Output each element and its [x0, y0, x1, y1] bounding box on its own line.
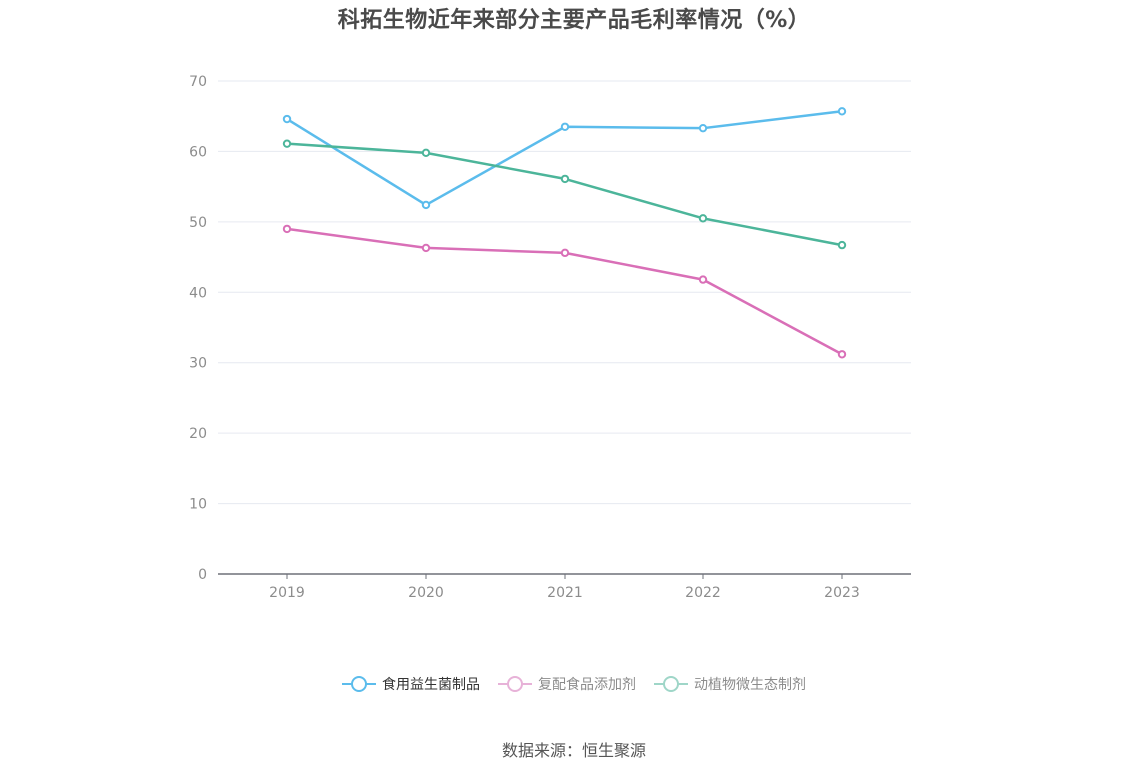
- x-tick-label: 2020: [408, 585, 444, 601]
- legend-circle-icon: [342, 676, 376, 692]
- axes: 0 10 20 30 40 50 60 70 2019 2020 2021 2022 2023: [189, 74, 911, 601]
- legend-label: 复配食品添加剂: [538, 677, 636, 693]
- legend-item-2[interactable]: 动植物微生态制剂: [654, 672, 806, 696]
- data-point[interactable]: [282, 114, 292, 124]
- data-point[interactable]: [698, 123, 708, 133]
- legend: 食用益生菌制品 复配食品添加剂 动植物微生态制剂: [0, 672, 1148, 696]
- series-lines: [282, 107, 847, 359]
- x-tick-label: 2023: [824, 585, 860, 601]
- data-point[interactable]: [698, 214, 708, 223]
- data-point[interactable]: [560, 122, 570, 131]
- y-tick-label: 70: [189, 74, 207, 90]
- legend-item-1[interactable]: 复配食品添加剂: [498, 672, 636, 696]
- series-line: [286, 142, 843, 247]
- chart-title: 科拓生物近年来部分主要产品毛利率情况（%）: [337, 8, 811, 33]
- series-line: [286, 227, 843, 356]
- y-tick-label: 20: [189, 426, 207, 442]
- legend-label: 动植物微生态制剂: [694, 677, 806, 693]
- grid-lines: [218, 80, 911, 505]
- data-point[interactable]: [421, 200, 431, 210]
- data-point[interactable]: [421, 148, 431, 158]
- data-point[interactable]: [560, 248, 570, 258]
- series-0: [282, 107, 847, 210]
- series-2: [282, 139, 847, 250]
- y-tick-label: 50: [189, 215, 207, 231]
- x-tick-label: 2021: [547, 585, 583, 601]
- data-point[interactable]: [282, 139, 292, 148]
- y-tick-label: 60: [189, 144, 207, 160]
- data-point[interactable]: [282, 224, 292, 234]
- data-source: 数据来源：恒生聚源: [501, 741, 646, 760]
- data-point[interactable]: [837, 107, 847, 116]
- x-tick-label: 2022: [685, 585, 721, 601]
- y-tick-label: 10: [189, 497, 207, 513]
- legend-circle-icon: [654, 676, 688, 692]
- data-point[interactable]: [837, 350, 847, 359]
- series-1: [282, 224, 847, 359]
- y-tick-label: 0: [198, 567, 207, 583]
- data-point[interactable]: [421, 243, 431, 253]
- data-point[interactable]: [837, 240, 847, 250]
- y-tick-label: 40: [189, 285, 207, 301]
- y-tick-label: 30: [189, 356, 207, 372]
- data-point[interactable]: [560, 174, 570, 184]
- legend-circle-icon: [498, 676, 532, 692]
- legend-item-0[interactable]: 食用益生菌制品: [342, 672, 480, 696]
- legend-label: 食用益生菌制品: [382, 677, 480, 693]
- data-point[interactable]: [698, 275, 708, 284]
- x-tick-label: 2019: [269, 585, 305, 601]
